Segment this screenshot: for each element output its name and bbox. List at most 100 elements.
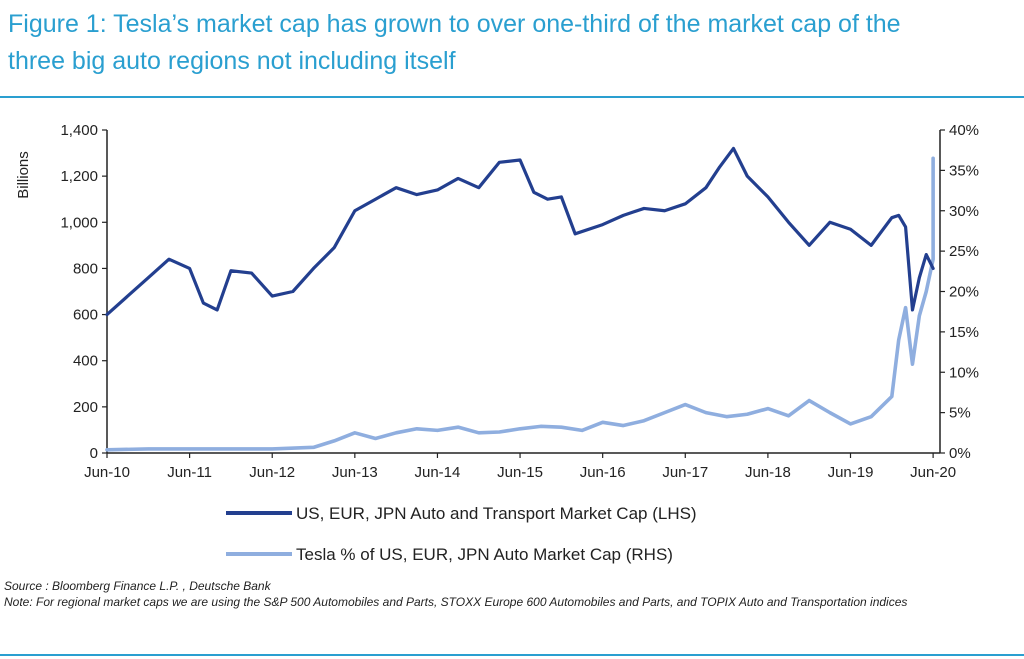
- data-point-lhs: [188, 267, 191, 270]
- data-point-lhs: [767, 196, 769, 198]
- data-point-rhs: [787, 415, 790, 417]
- x-tick-label: Jun-18: [745, 464, 791, 481]
- data-point-lhs: [168, 258, 170, 260]
- data-point-rhs: [808, 399, 810, 402]
- x-tick-label: Jun-17: [662, 464, 708, 481]
- data-point-rhs: [684, 403, 687, 406]
- data-point-rhs: [230, 448, 232, 450]
- x-tick-label: Jun-10: [84, 464, 130, 481]
- data-point-rhs: [918, 314, 921, 317]
- figure-title: Figure 1: Tesla’s market cap has grown t…: [8, 6, 1018, 80]
- data-point-lhs: [808, 244, 810, 247]
- data-point-lhs: [292, 290, 294, 293]
- data-point-lhs: [354, 209, 356, 212]
- data-point-rhs: [829, 411, 831, 414]
- y-tick-label-left: 1,200: [60, 168, 98, 185]
- data-point-rhs: [395, 432, 397, 434]
- legend: US, EUR, JPN Auto and Transport Market C…: [226, 504, 697, 564]
- y-tick-label-right: 30%: [949, 203, 979, 220]
- data-point-lhs: [147, 276, 150, 279]
- data-point-lhs: [374, 198, 377, 201]
- data-point-lhs: [643, 207, 645, 210]
- data-point-lhs: [312, 267, 315, 270]
- series-line-us-eur-jpn-market-cap: [105, 146, 935, 317]
- data-point-lhs: [560, 196, 563, 198]
- data-point-lhs: [216, 309, 218, 311]
- y-tick-label-right: 20%: [949, 284, 979, 301]
- line-chart: Jun-10 Jun-11 Jun-12 Jun-13 Jun-14 Jun-15 Jun-…: [15, 122, 979, 564]
- x-tick-label: Jun-12: [249, 464, 295, 481]
- data-point-lhs: [787, 221, 790, 224]
- x-tick-label: Jun-16: [580, 464, 626, 481]
- y-tick-label-right: 35%: [949, 162, 979, 179]
- y-ticks-left: 0 200 400 600 800 1,000 1,200 1,400: [60, 122, 107, 462]
- y-tick-label-left: 800: [73, 260, 98, 277]
- data-point-lhs: [333, 246, 335, 249]
- data-point-rhs: [519, 427, 521, 430]
- data-point-rhs: [457, 426, 459, 428]
- data-point-lhs: [126, 295, 129, 297]
- data-point-lhs: [106, 313, 108, 316]
- data-point-lhs: [684, 203, 687, 205]
- data-point-lhs: [601, 223, 604, 226]
- footnotes: Source : Bloomberg Finance L.P. , Deutsc…: [4, 578, 1019, 610]
- data-point-rhs: [498, 431, 501, 433]
- data-point-rhs: [415, 427, 418, 430]
- data-point-lhs: [891, 216, 893, 219]
- data-point-rhs: [477, 432, 480, 434]
- data-point-lhs: [746, 175, 749, 177]
- data-point-lhs: [829, 221, 831, 224]
- y-tick-label-right: 15%: [949, 324, 979, 341]
- data-point-lhs: [663, 209, 666, 212]
- y-tick-label-right: 5%: [949, 405, 971, 422]
- data-point-lhs: [533, 191, 535, 194]
- data-point-lhs: [202, 302, 205, 304]
- data-point-rhs: [622, 424, 625, 427]
- data-point-rhs: [663, 411, 666, 414]
- top-rule: [0, 96, 1024, 98]
- data-point-lhs: [732, 147, 735, 150]
- data-point-rhs: [312, 446, 315, 449]
- data-point-rhs: [436, 429, 439, 432]
- data-point-rhs: [106, 448, 108, 451]
- data-point-lhs: [718, 166, 721, 168]
- methodology-note: Note: For regional market caps we are us…: [4, 595, 908, 609]
- data-point-lhs: [904, 226, 907, 228]
- data-point-lhs: [498, 161, 501, 164]
- data-point-rhs: [932, 157, 934, 160]
- data-point-rhs: [643, 419, 645, 422]
- data-point-lhs: [230, 269, 232, 272]
- data-point-rhs: [271, 448, 274, 450]
- data-point-lhs: [457, 177, 459, 180]
- y-tick-label-left: 0: [90, 445, 98, 462]
- y-tick-label-right: 25%: [949, 243, 979, 260]
- x-ticks: Jun-10 Jun-11 Jun-12 Jun-13 Jun-14 Jun-15 Jun-…: [84, 453, 956, 481]
- data-point-lhs: [250, 272, 253, 274]
- data-point-rhs: [870, 415, 872, 418]
- legend-label-rhs: Tesla % of US, EUR, JPN Auto Market Cap …: [296, 545, 673, 564]
- data-point-rhs: [891, 395, 893, 398]
- data-point-lhs: [870, 244, 872, 247]
- data-point-rhs: [767, 407, 769, 410]
- bottom-rule: [0, 654, 1024, 656]
- data-point-lhs: [897, 214, 900, 217]
- data-point-rhs: [932, 258, 934, 260]
- data-point-rhs: [849, 423, 852, 425]
- series-layer: [105, 146, 935, 452]
- x-tick-label: Jun-19: [828, 464, 874, 481]
- data-point-lhs: [925, 253, 928, 256]
- data-point-rhs: [904, 306, 907, 309]
- data-point-rhs: [725, 415, 728, 418]
- data-point-lhs: [705, 186, 707, 189]
- plot-area: Jun-10 Jun-11 Jun-12 Jun-13 Jun-14 Jun-15 Jun-…: [15, 122, 979, 481]
- data-point-rhs: [188, 448, 191, 450]
- data-point-lhs: [849, 228, 852, 231]
- y-tick-label-left: 600: [73, 307, 98, 324]
- y-tick-label-left: 200: [73, 399, 98, 416]
- data-point-rhs: [581, 429, 583, 432]
- x-tick-label: Jun-15: [497, 464, 543, 481]
- data-point-lhs: [519, 159, 521, 161]
- data-point-lhs: [918, 276, 921, 279]
- data-point-rhs: [560, 426, 563, 428]
- data-point-lhs: [415, 193, 418, 196]
